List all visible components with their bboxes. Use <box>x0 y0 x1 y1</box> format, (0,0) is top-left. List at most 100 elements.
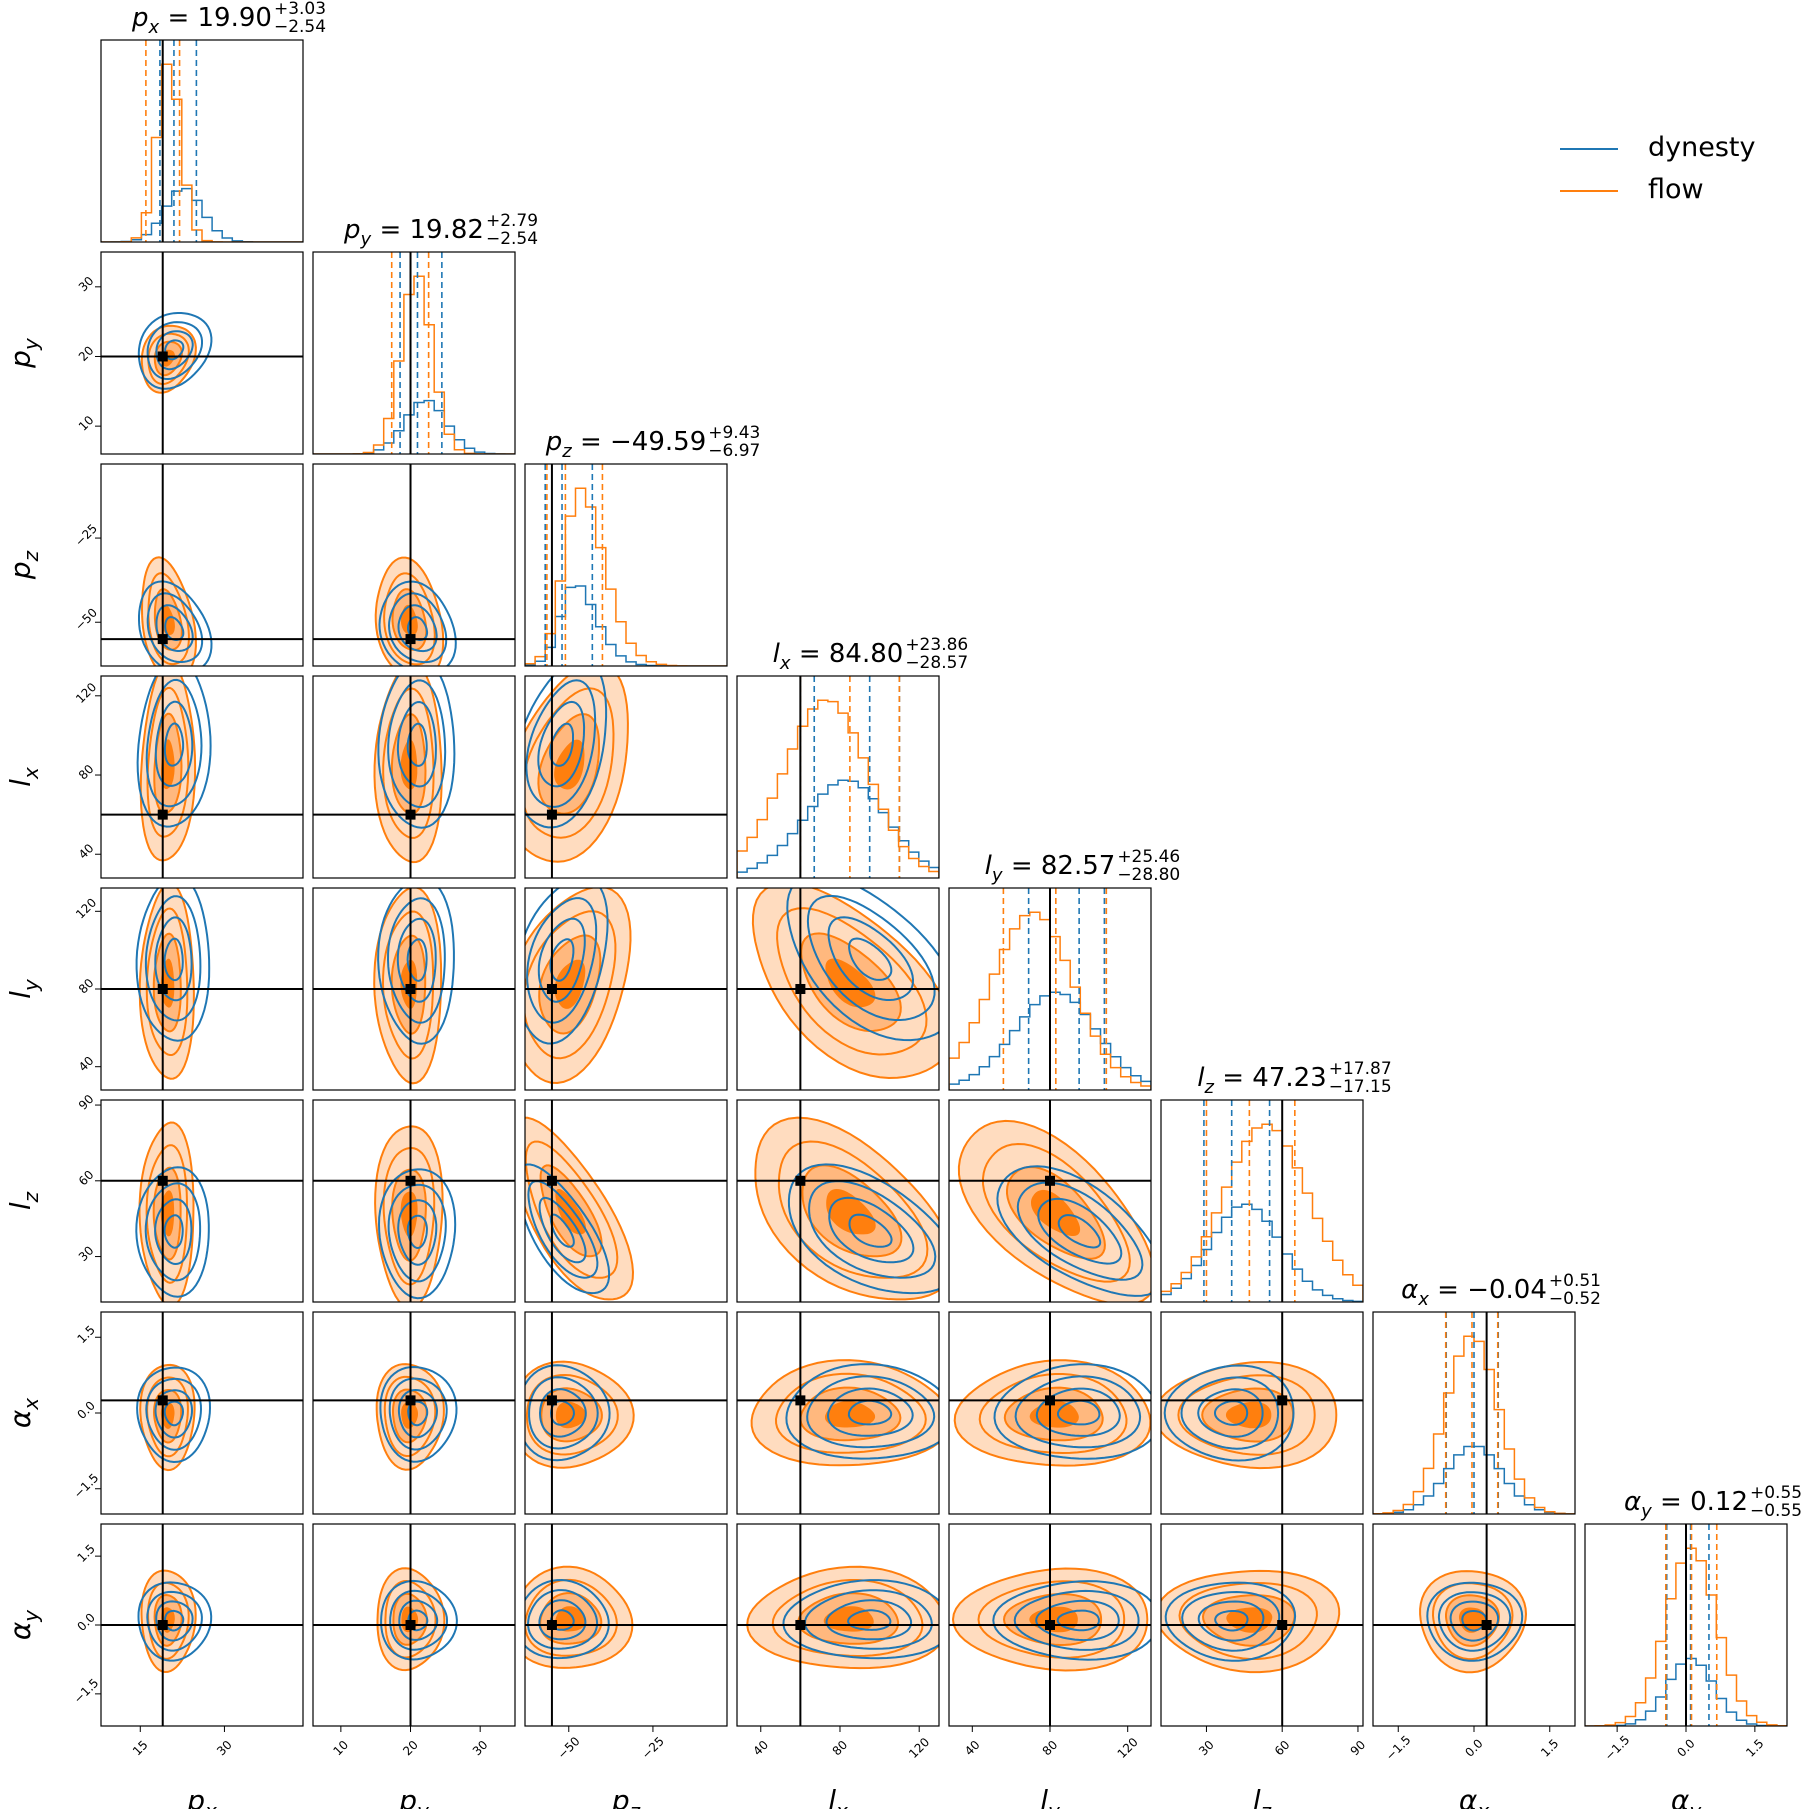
dynesty-contour <box>526 897 598 1024</box>
flow-density-fill <box>555 1401 587 1429</box>
flow-contour <box>1201 1594 1296 1647</box>
dynesty-contour <box>396 917 437 1003</box>
flow-contour <box>750 1359 939 1467</box>
panel-frame <box>1160 1523 1364 1727</box>
hist-panel-py: py = 19.82 +2.79−2.54 <box>312 211 538 455</box>
panel-frame <box>1372 1311 1576 1515</box>
dynesty-contour <box>146 1590 203 1652</box>
contour-panel-lz-ax <box>1160 1311 1364 1515</box>
flow-contour <box>391 588 428 651</box>
flow-contour <box>525 1116 635 1301</box>
dynesty-contour <box>996 1165 1151 1297</box>
contour-panel-px-ly: 40 80 120 <box>73 887 304 1091</box>
flow-contour <box>525 1360 635 1469</box>
dynesty-contour <box>1197 1600 1265 1642</box>
panel-frame <box>100 1099 304 1303</box>
y-tick-label: −25 <box>72 521 100 549</box>
flow-contour <box>771 1579 924 1658</box>
hist-title-ax: αx = −0.04 <box>1401 1275 1547 1310</box>
dynesty-contour <box>163 722 185 767</box>
legend-item-flow: flow <box>1560 170 1780 212</box>
truth-marker <box>1045 1395 1055 1406</box>
hist-err-plus-lx: +23.86 <box>905 635 968 655</box>
flow-contour <box>982 1142 1131 1283</box>
dynesty-contour <box>386 897 446 1024</box>
hist-panel-ay: αy = 0.12 +0.55−0.55 −1.5 0.0 1.5 <box>1584 1483 1802 1763</box>
flow-contour <box>746 1565 939 1670</box>
y-tick-label: 0.0 <box>74 1398 97 1421</box>
dynesty-contour <box>806 1375 936 1449</box>
hist-title-ly: ly = 82.57 <box>985 851 1116 886</box>
dynesty-contour <box>154 1198 193 1266</box>
panel-frame <box>312 1099 516 1303</box>
dynesty-contour <box>1014 1375 1142 1449</box>
truth-marker <box>405 809 416 820</box>
flow-contour <box>153 340 183 377</box>
flow-density-fill <box>825 958 876 1008</box>
dynesty-contour <box>827 916 915 1001</box>
y-tick-label: −1.5 <box>71 1471 102 1502</box>
truth-marker <box>157 1395 168 1406</box>
y-tick-label: −50 <box>72 606 100 634</box>
flow-contour <box>1003 1386 1104 1442</box>
hist-title-ay: αy = 0.12 <box>1624 1487 1748 1522</box>
truth-marker <box>405 984 416 994</box>
truth-marker <box>1045 1175 1055 1186</box>
flow-contour <box>140 1569 197 1674</box>
truth-marker <box>405 1620 416 1630</box>
contour-panel-py-pz <box>312 463 516 667</box>
panel-frame <box>312 887 516 1091</box>
flow-contour <box>390 713 427 815</box>
panel-frame <box>948 887 1152 1091</box>
dynesty-contour <box>848 1213 893 1248</box>
flow-histogram <box>737 699 939 878</box>
panel-frame <box>948 1311 1152 1515</box>
dynesty-contour <box>397 604 438 653</box>
x-tick-label: 1.5 <box>1538 1736 1561 1759</box>
flow-contour <box>525 888 632 1085</box>
x-tick-label: 80 <box>830 1738 851 1759</box>
dynesty-contour <box>378 580 457 666</box>
dynesty-contour <box>525 1163 611 1295</box>
contour-panel-py-lx <box>312 675 516 879</box>
dynesty-contour <box>549 1213 575 1248</box>
dynesty-contour <box>525 679 597 808</box>
flow-density-fill <box>400 604 418 636</box>
flow-contour <box>152 1166 182 1261</box>
dynesty-contour <box>398 1599 439 1641</box>
dynesty-contour <box>163 1400 185 1427</box>
hist-err-plus-py: +2.79 <box>486 211 538 231</box>
truth-marker <box>1277 1620 1288 1630</box>
panel-frame <box>312 675 516 879</box>
y-tick-label: 30 <box>76 1243 97 1264</box>
dynesty-contour <box>145 1377 203 1451</box>
flow-contour <box>376 1567 446 1672</box>
flow-contour <box>1161 1569 1341 1674</box>
dynesty-contour <box>145 678 203 808</box>
dynesty-contour <box>144 1182 202 1282</box>
dynesty-contour <box>138 580 213 666</box>
y-tick-label: 1.5 <box>74 1323 97 1346</box>
flow-contour <box>1002 1592 1103 1647</box>
hist-err-plus-ay: +0.55 <box>1750 1483 1802 1503</box>
dynesty-contour <box>1056 1609 1100 1632</box>
dynesty-contour <box>525 888 609 1045</box>
hist-err-minus-ax: −0.52 <box>1549 1289 1601 1309</box>
hist-err-plus-px: +3.03 <box>274 0 326 19</box>
dynesty-contour <box>146 592 204 663</box>
dynesty-contour <box>155 1600 194 1642</box>
flow-contour <box>1201 1387 1295 1443</box>
y-tick-label: 120 <box>73 680 99 706</box>
dynesty-contour <box>406 1214 428 1250</box>
flow-contour <box>145 1144 188 1284</box>
flow-contour <box>1161 1360 1338 1470</box>
flow-contour <box>140 556 197 666</box>
dynesty-contour <box>538 1599 587 1641</box>
panel-frame <box>524 1311 728 1515</box>
flow-density-fill <box>825 1401 876 1428</box>
hist-panel-lz: lz = 47.23 +17.87−17.15 <box>1160 1059 1392 1303</box>
panel-frame <box>736 1523 940 1727</box>
truth-marker <box>1045 1620 1055 1630</box>
x-tick-label: 20 <box>400 1738 421 1759</box>
x-tick-label: 10 <box>331 1738 352 1759</box>
